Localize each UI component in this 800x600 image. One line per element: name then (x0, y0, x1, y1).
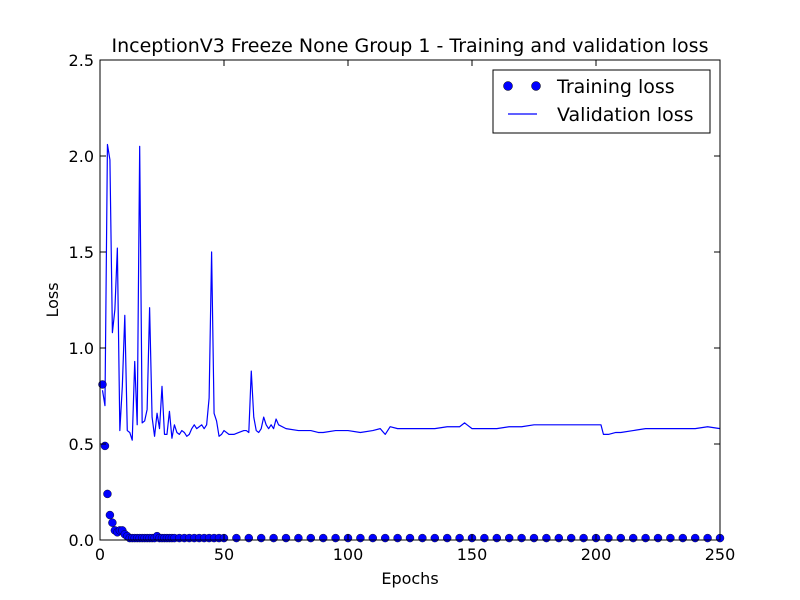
x-tick-label: 150 (457, 545, 488, 564)
training-loss-point (257, 533, 266, 543)
training-loss-point (554, 533, 563, 543)
training-loss-point (455, 533, 464, 543)
y-tick-label: 2.5 (69, 51, 94, 70)
legend: Training loss Validation loss (492, 69, 711, 134)
training-loss-point (405, 533, 415, 543)
training-loss-point (294, 533, 303, 543)
training-loss-point (232, 533, 241, 543)
training-loss-point (108, 518, 117, 527)
training-loss-point (244, 533, 254, 543)
x-tick-label: 200 (581, 545, 612, 564)
training-loss-point (567, 533, 576, 543)
training-loss-point (430, 533, 439, 543)
training-loss-point (505, 533, 514, 543)
y-tick-label: 0.5 (69, 435, 94, 454)
x-tick-label: 100 (333, 545, 364, 564)
training-loss-point (443, 533, 452, 543)
training-loss-point (103, 489, 112, 499)
training-loss-point (368, 533, 377, 543)
training-loss-point (629, 533, 638, 543)
training-loss-point (331, 533, 340, 543)
y-tick-label: 2.0 (69, 147, 94, 166)
training-loss-point (653, 533, 663, 543)
training-loss-point (641, 533, 650, 543)
legend-frame (492, 69, 711, 134)
legend-label-training-loss: Training loss (556, 76, 675, 98)
training-loss-point (579, 533, 588, 543)
training-loss-point (105, 510, 115, 520)
x-axis-label: Epochs (381, 569, 438, 588)
legend-marker-training-loss (531, 81, 541, 91)
y-tick-label: 0.0 (69, 531, 94, 550)
training-loss-point (269, 533, 278, 543)
training-loss-point (356, 533, 365, 543)
plot-frame (99, 59, 721, 541)
x-tick-label: 0 (95, 545, 105, 564)
training-loss-point (666, 533, 675, 543)
x-tick-label: 250 (705, 545, 736, 564)
training-loss-point (691, 533, 700, 543)
axes-layer: 0 50 100 150 200 250 0.0 0.5 1.0 1.5 2.0 2.5 (69, 51, 736, 564)
training-loss-point (480, 533, 489, 543)
legend-label-validation-loss: Validation loss (557, 104, 694, 126)
training-loss-point (492, 533, 501, 543)
validation-loss-line (101, 143, 721, 441)
legend-marker-training-loss (503, 81, 513, 91)
training-loss-point (616, 533, 625, 543)
training-loss-point (529, 533, 539, 543)
training-loss-point (393, 533, 402, 543)
training-loss-point (100, 441, 110, 451)
x-tick-label: 50 (214, 545, 234, 564)
training-loss-point (281, 533, 291, 543)
training-loss-point (319, 533, 328, 543)
training-loss-point (306, 533, 315, 543)
y-axis-label: Loss (43, 282, 62, 317)
chart-title: InceptionV3 Freeze None Group 1 - Traini… (112, 35, 709, 57)
training-loss-point (517, 533, 526, 543)
y-tick-label: 1.0 (69, 339, 94, 358)
training-loss-point (604, 533, 613, 543)
training-loss-point (678, 533, 687, 543)
training-loss-point (418, 533, 427, 543)
training-loss-point (703, 533, 712, 543)
y-tick-label: 1.5 (69, 243, 94, 262)
training-loss-point (542, 533, 551, 543)
training-loss-point (381, 533, 390, 543)
